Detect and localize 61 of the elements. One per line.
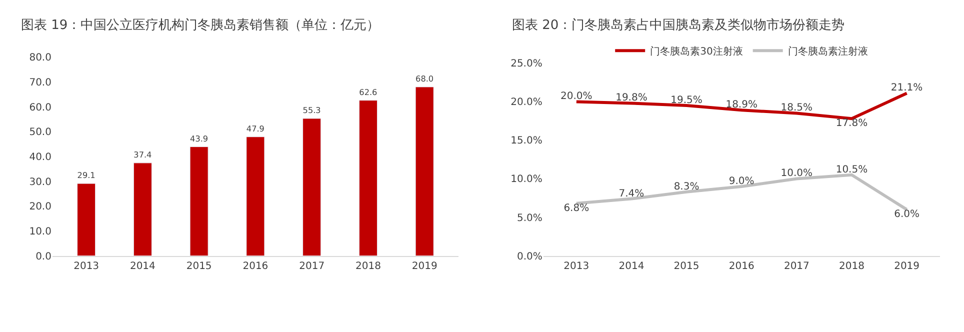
x-tick-label: 2017 [299,260,325,272]
x-tick-label: 2019 [412,260,438,272]
x-tick-label: 2016 [242,260,268,272]
bar [190,146,208,256]
data-label: 18.5% [780,102,813,114]
y-tick-label: 15.0% [510,136,542,147]
data-label: 55.3 [302,105,321,116]
y-tick-label: 40.0 [29,152,52,163]
bar [358,100,378,256]
data-label: 19.8% [616,92,648,104]
x-tick-label: 2019 [894,260,920,272]
y-tick-label: 30.0 [29,176,52,188]
x-tick-label: 2015 [674,260,700,272]
y-tick-label: 5.0% [516,212,542,224]
y-tick-label: 0.0 [36,251,52,262]
bar [246,136,265,256]
y-tick-label: 25.0% [510,58,542,70]
data-label: 8.3% [674,181,700,192]
y-tick-label: 80.0 [29,52,52,64]
data-label: 6.8% [564,202,590,214]
x-tick-label: 2016 [728,260,754,272]
data-label: 68.0 [416,74,434,84]
x-tick-label: 2017 [784,260,810,272]
x-tick-label: 2018 [839,260,864,272]
x-tick-label: 2018 [355,260,381,272]
data-label: 9.0% [728,176,754,187]
data-label: 19.5% [670,95,702,106]
data-label: 6.0% [894,209,920,220]
y-tick-label: 60.0 [29,102,52,114]
data-label: 21.1% [890,82,923,94]
data-label: 29.1 [77,170,96,180]
x-tick-label: 2014 [618,260,644,272]
data-label: 20.0% [560,91,592,102]
data-label: 43.9 [190,133,208,144]
bar [133,162,152,256]
legend-label: 门冬胰岛素30注射液 [650,45,743,58]
bar [415,86,434,256]
y-tick-label: 50.0 [29,127,52,138]
y-tick-label: 0.0% [516,251,542,262]
y-tick-label: 10.0% [510,174,542,186]
bar [302,118,322,256]
data-label: 37.4 [134,150,152,160]
data-label: 62.6 [359,86,378,97]
data-label: 10.0% [780,168,813,180]
y-tick-label: 70.0 [29,77,52,88]
x-tick-label: 2013 [74,260,100,272]
chart-title: 图表 19：中国公立医疗机构门冬胰岛素销售额（单位：亿元） [21,17,380,33]
x-tick-label: 2015 [186,260,212,272]
data-label: 47.9 [246,123,264,134]
y-tick-label: 20.0 [29,202,52,213]
data-label: 10.5% [836,164,868,176]
legend-label: 门冬胰岛素注射液 [788,45,868,58]
y-tick-label: 20.0% [510,97,542,108]
x-tick-label: 2014 [130,260,156,272]
y-tick-label: 10.0 [29,226,52,238]
chart-title: 图表 20：门冬胰岛素占中国胰岛素及类似物市场份额走势 [512,17,845,33]
data-label: 17.8% [836,118,868,130]
bar [77,183,96,256]
x-tick-label: 2013 [564,260,590,272]
data-label: 7.4% [618,188,644,200]
data-label: 18.9% [726,100,758,111]
